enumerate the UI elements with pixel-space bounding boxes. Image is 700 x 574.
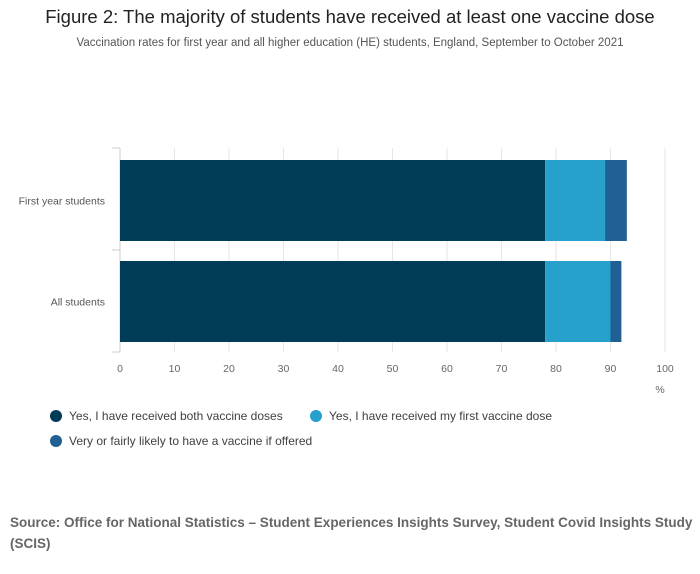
x-tick-label: 100 xyxy=(656,363,674,375)
legend-item: Yes, I have received both vaccine doses xyxy=(50,409,283,423)
legend-label: Very or fairly likely to have a vaccine … xyxy=(69,434,313,448)
x-tick-label: 40 xyxy=(332,363,344,375)
legend-swatch xyxy=(50,410,62,422)
legend-label: Yes, I have received both vaccine doses xyxy=(69,409,283,423)
category-label: All students xyxy=(51,297,105,309)
x-axis-label: % xyxy=(655,384,664,396)
x-tick-label: 70 xyxy=(496,363,508,375)
x-tick-label: 30 xyxy=(278,363,290,375)
bar-segment xyxy=(545,261,611,342)
legend-swatch xyxy=(50,435,62,447)
x-tick-label: 90 xyxy=(605,363,617,375)
x-tick-label: 50 xyxy=(387,363,399,375)
bar-segment xyxy=(120,160,546,241)
legend-item: Yes, I have received my first vaccine do… xyxy=(310,409,552,423)
legend-item: Very or fairly likely to have a vaccine … xyxy=(50,434,312,448)
bar-chart: First year students All students 0 10 20 30 40… xyxy=(19,147,674,396)
x-tick-label: 10 xyxy=(169,363,181,375)
bar-segment xyxy=(545,160,606,241)
category-label: First year students xyxy=(19,196,105,208)
bar-segment xyxy=(605,160,627,241)
legend-swatch xyxy=(310,410,322,422)
x-tick-label: 0 xyxy=(117,363,123,375)
bar-segment xyxy=(610,261,622,342)
x-tick-label: 60 xyxy=(441,363,453,375)
chart-title: Figure 2: The majority of students have … xyxy=(45,6,655,27)
legend-label: Yes, I have received my first vaccine do… xyxy=(329,409,552,423)
x-tick-label: 20 xyxy=(223,363,235,375)
bar-segment xyxy=(120,261,546,342)
source-note: Source: Office for National Statistics –… xyxy=(10,515,693,551)
chart-subtitle: Vaccination rates for first year and all… xyxy=(76,37,624,49)
x-tick-label: 80 xyxy=(550,363,562,375)
